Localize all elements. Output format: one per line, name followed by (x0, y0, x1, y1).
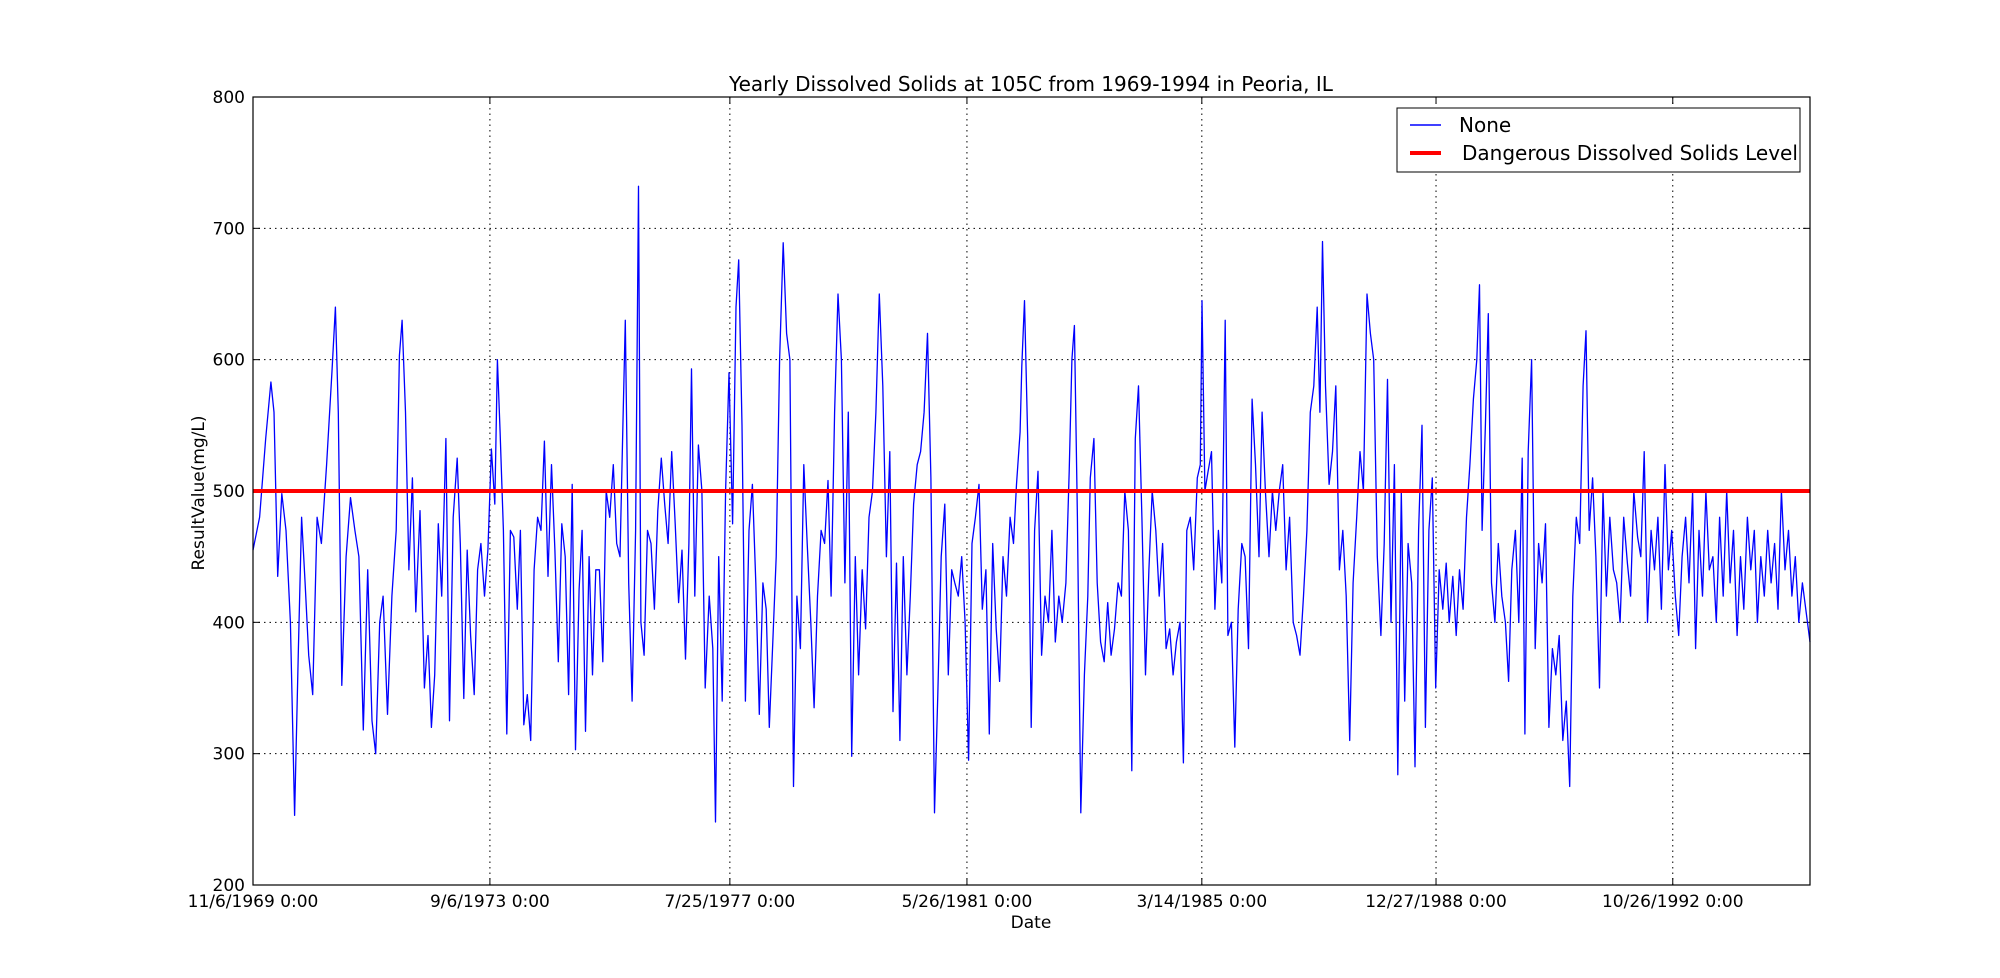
x-axis-label: Date (1011, 913, 1052, 933)
y-tick-label: 700 (213, 219, 245, 239)
y-tick-label: 400 (213, 613, 245, 633)
x-tick-label: 12/27/1988 0:00 (1365, 892, 1507, 912)
plot-frame (252, 96, 1811, 886)
y-tick-label: 500 (213, 482, 245, 502)
plot-area (252, 185, 1811, 823)
chart-title: Yearly Dissolved Solids at 105C from 196… (728, 72, 1334, 96)
x-tick-label: 9/6/1973 0:00 (430, 892, 550, 912)
axes: 200 300 400 500 600 700 800 11/6/1969 0:00 9/6/1… (188, 88, 1810, 912)
legend: None Dangerous Dissolved Solids Level (1396, 107, 1801, 173)
x-tick-label: 5/26/1981 0:00 (902, 892, 1033, 912)
series-line-none (252, 185, 1811, 823)
x-tick-label: 11/6/1969 0:00 (188, 892, 319, 912)
y-tick-label: 200 (213, 876, 245, 896)
x-tick-label: 10/26/1992 0:00 (1602, 892, 1744, 912)
legend-label-dangerous-level: Dangerous Dissolved Solids Level (1462, 141, 1798, 165)
y-tick-label: 600 (213, 351, 245, 371)
x-tick-label: 3/14/1985 0:00 (1136, 892, 1267, 912)
legend-box (1396, 107, 1801, 173)
y-tick-label: 300 (213, 745, 245, 765)
y-axis-label: ResultValue(mg/L) (189, 415, 209, 570)
x-tick-label: 7/25/1977 0:00 (664, 892, 795, 912)
y-tick-label: 800 (213, 88, 245, 108)
legend-label-none: None (1459, 113, 1511, 137)
